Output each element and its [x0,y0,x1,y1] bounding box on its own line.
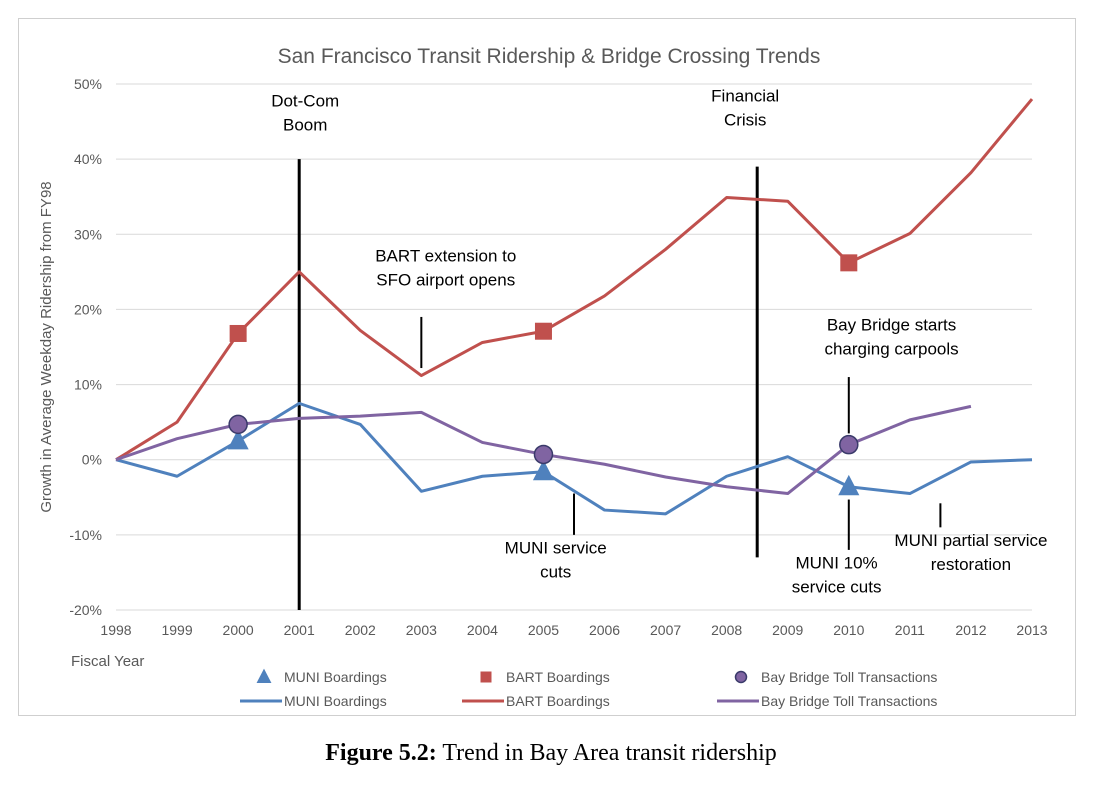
legend-label: BART Boardings [506,693,610,709]
legend-label: BART Boardings [506,669,610,685]
annotation-label-dotcom: Boom [283,116,327,135]
data-marker-muni [532,459,555,481]
legend-label: MUNI Boardings [284,693,387,709]
x-tick-label: 2008 [711,622,742,638]
x-tick-label: 2002 [345,622,376,638]
legend-label: Bay Bridge Toll Transactions [761,669,937,685]
legend-label: Bay Bridge Toll Transactions [761,693,937,709]
data-marker-muni [227,429,249,450]
annotation-label-financial: Crisis [724,110,767,129]
annotation-label-muni-cuts: cuts [540,563,571,582]
annotation-label-muni-cuts: MUNI service [505,539,607,558]
annotation-label-financial: Financial [711,86,779,105]
x-tick-label: 2000 [223,622,254,638]
figure-caption: Figure 5.2: Trend in Bay Area transit ri… [0,740,1102,767]
chart-svg: San Francisco Transit Ridership & Bridge… [38,45,1048,709]
y-tick-label: -10% [69,527,102,543]
legend-marker-muni [256,668,272,683]
chart-title: San Francisco Transit Ridership & Bridge… [278,45,821,68]
x-tick-label: 2003 [406,622,437,638]
series-line-bart [115,98,1034,461]
annotation-label-muni-restore: restoration [931,555,1011,574]
x-axis-title: Fiscal Year [71,653,144,670]
chart-frame: San Francisco Transit Ridership & Bridge… [18,18,1076,716]
annotation-label-bay-carpool: charging carpools [824,339,958,358]
data-marker-muni [838,474,860,496]
legend-marker-bart [480,671,492,683]
x-tick-label: 2009 [772,622,803,638]
x-tick-label: 1998 [100,622,131,638]
caption-text: Trend in Bay Area transit ridership [436,740,777,766]
x-tick-label: 2004 [467,622,498,638]
y-tick-label: -20% [69,602,102,618]
data-marker-bart [229,324,247,342]
y-tick-label: 0% [82,452,102,468]
caption-label: Figure 5.2: [325,740,437,766]
annotation-label-muni-10: service cuts [792,578,882,597]
y-tick-label: 50% [74,76,102,92]
data-marker-bay_bridge [228,414,248,435]
data-marker-bart [840,254,858,272]
data-marker-bart [534,322,552,340]
legend-marker-bay_bridge [734,670,748,684]
annotation-label-dotcom: Dot-Com [271,92,339,111]
x-tick-label: 1999 [161,622,192,638]
annotation-label-muni-restore: MUNI partial service [894,531,1047,550]
data-marker-bay_bridge [839,434,859,455]
x-tick-label: 2006 [589,622,620,638]
y-axis-title: Growth in Average Weekday Ridership from… [38,181,55,512]
x-tick-label: 2013 [1016,622,1047,638]
y-tick-label: 10% [74,377,102,393]
x-tick-label: 2001 [284,622,315,638]
x-tick-label: 2011 [895,622,925,638]
y-tick-label: 20% [74,301,102,317]
annotation-label-bart-sfo: BART extension to [375,246,516,265]
annotation-label-bay-carpool: Bay Bridge starts [827,315,956,334]
x-tick-label: 2012 [955,622,986,638]
legend-label: MUNI Boardings [284,669,387,685]
data-marker-bay_bridge [533,444,554,465]
x-tick-label: 2005 [528,622,559,638]
x-tick-label: 2007 [650,622,681,638]
y-tick-label: 40% [74,151,102,167]
x-tick-label: 2010 [833,622,864,638]
annotation-label-bart-sfo: SFO airport opens [376,270,515,289]
annotation-label-muni-10: MUNI 10% [795,554,877,573]
y-tick-label: 30% [74,226,102,242]
